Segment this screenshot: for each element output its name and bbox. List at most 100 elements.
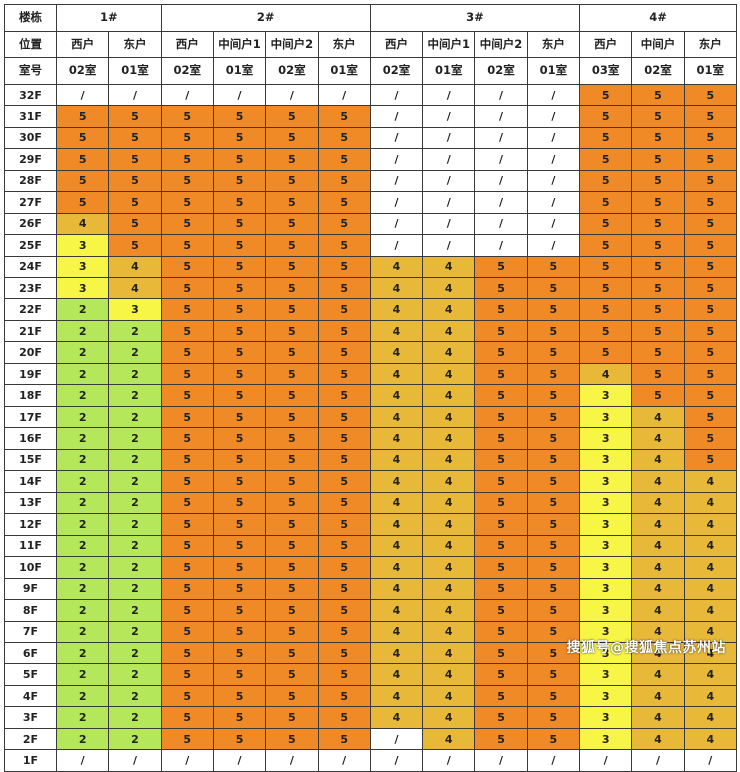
grade-cell: 5: [55, 191, 110, 214]
grade-cell: 5: [317, 384, 371, 407]
grade-cell: /: [631, 749, 685, 772]
grade-cell: 4: [55, 212, 110, 236]
grade-cell: 5: [160, 663, 214, 686]
grade-cell: 5: [317, 534, 371, 558]
grade-cell: 5: [526, 534, 581, 558]
grade-cell: 5: [474, 577, 528, 601]
grade-cell: /: [369, 169, 424, 193]
grade-cell: 4: [631, 470, 685, 493]
unit-cell: 01室: [422, 57, 476, 85]
grade-cell: 5: [474, 319, 528, 343]
grade-cell: /: [422, 83, 476, 107]
position-cell: 东户: [317, 30, 371, 59]
grade-cell: 3: [579, 384, 633, 407]
grade-cell: 5: [317, 341, 371, 364]
position-cell: 东户: [683, 30, 738, 59]
grade-cell: 5: [631, 319, 685, 343]
grade-cell: /: [474, 126, 528, 150]
grade-cell: 5: [474, 341, 528, 364]
grade-cell: 5: [631, 384, 685, 407]
grade-cell: 4: [422, 491, 476, 515]
grade-cell: 5: [526, 384, 581, 407]
grade-cell: 2: [55, 641, 110, 665]
grade-cell: 5: [108, 212, 162, 236]
grade-cell: 4: [369, 298, 424, 321]
grade-cell: 4: [369, 405, 424, 429]
floor-label: 2F: [4, 727, 57, 751]
floor-row: 4F 2 2 5 5 5 5 4 4 5 5 3 4 4: [4, 684, 738, 708]
floor-row: 23F 3 4 5 5 5 5 4 4 5 5 5 5 5: [4, 276, 738, 300]
grade-cell: /: [526, 148, 581, 171]
grade-cell: /: [526, 126, 581, 150]
grade-cell: 5: [160, 470, 214, 493]
grade-cell: 5: [526, 362, 581, 386]
unit-cell: 02室: [55, 57, 110, 85]
grade-cell: 3: [579, 706, 633, 729]
grade-cell: 5: [160, 384, 214, 407]
grade-cell: 4: [683, 513, 738, 536]
grade-cell: 5: [265, 470, 319, 493]
grade-cell: 5: [160, 298, 214, 321]
floor-label: 23F: [4, 276, 57, 300]
grade-cell: 5: [212, 470, 267, 493]
grade-cell: 5: [474, 534, 528, 558]
grade-cell: 5: [474, 491, 528, 515]
grade-cell: 5: [579, 191, 633, 214]
floor-row: 15F 2 2 5 5 5 5 4 4 5 5 3 4 5: [4, 448, 738, 472]
grade-cell: 5: [631, 276, 685, 300]
grade-cell: 5: [683, 126, 738, 150]
grade-cell: 3: [579, 513, 633, 536]
floor-label: 29F: [4, 148, 57, 171]
floor-label: 25F: [4, 234, 57, 257]
grade-cell: 4: [683, 599, 738, 622]
grade-cell: 4: [683, 470, 738, 493]
grade-cell: 5: [212, 384, 267, 407]
grade-cell: 5: [526, 341, 581, 364]
grade-cell: /: [526, 212, 581, 236]
grade-cell: 5: [526, 255, 581, 279]
grade-cell: 4: [422, 341, 476, 364]
grade-cell: 5: [212, 255, 267, 279]
grade-cell: 4: [422, 577, 476, 601]
grade-cell: /: [212, 83, 267, 107]
grade-cell: 5: [631, 148, 685, 171]
grade-cell: 5: [212, 706, 267, 729]
grade-cell: 5: [160, 491, 214, 515]
grade-cell: 5: [265, 255, 319, 279]
grade-cell: 4: [631, 448, 685, 472]
grade-cell: 5: [526, 448, 581, 472]
grade-cell: 5: [55, 148, 110, 171]
grade-cell: /: [422, 749, 476, 772]
floor-grade-table: 楼栋 1# 2# 3# 4# 位置 西户 东户 西户 中间户1 中间户2 东户 …: [4, 4, 738, 772]
grade-cell: 5: [317, 448, 371, 472]
grade-cell: 5: [160, 620, 214, 643]
floor-row: 7F 2 2 5 5 5 5 4 4 5 5 3 4 4: [4, 620, 738, 643]
floor-row: 28F 5 5 5 5 5 5// //5 5 5: [4, 169, 738, 193]
grade-cell: 5: [265, 427, 319, 450]
grade-cell: 5: [160, 126, 214, 150]
grade-cell: 5: [474, 255, 528, 279]
grade-cell: 4: [422, 599, 476, 622]
position-cell: 中间户1: [212, 30, 267, 59]
grade-cell: 5: [160, 212, 214, 236]
grade-cell: 3: [579, 727, 633, 751]
floor-row: 3F 2 2 5 5 5 5 4 4 5 5 3 4 4: [4, 706, 738, 729]
grade-cell: 3: [579, 405, 633, 429]
grade-cell: 3: [579, 556, 633, 579]
grade-cell: /: [317, 749, 371, 772]
grade-cell: 5: [108, 191, 162, 214]
floor-row: 25F 3 5 5 5 5 5// //5 5 5: [4, 234, 738, 257]
grade-cell: 5: [474, 663, 528, 686]
grade-cell: 5: [474, 706, 528, 729]
grade-cell: 5: [683, 341, 738, 364]
grade-cell: 5: [317, 599, 371, 622]
building-2-header: 2#: [160, 4, 371, 32]
grade-cell: 5: [317, 319, 371, 343]
grade-cell: 4: [631, 427, 685, 450]
grade-cell: 3: [579, 491, 633, 515]
grade-cell: 4: [369, 255, 424, 279]
floor-row: 30F 5 5 5 5 5 5// //5 5 5: [4, 126, 738, 150]
floor-row: 9F 2 2 5 5 5 5 4 4 5 5 3 4 4: [4, 577, 738, 601]
grade-cell: 5: [265, 599, 319, 622]
grade-cell: 5: [55, 126, 110, 150]
